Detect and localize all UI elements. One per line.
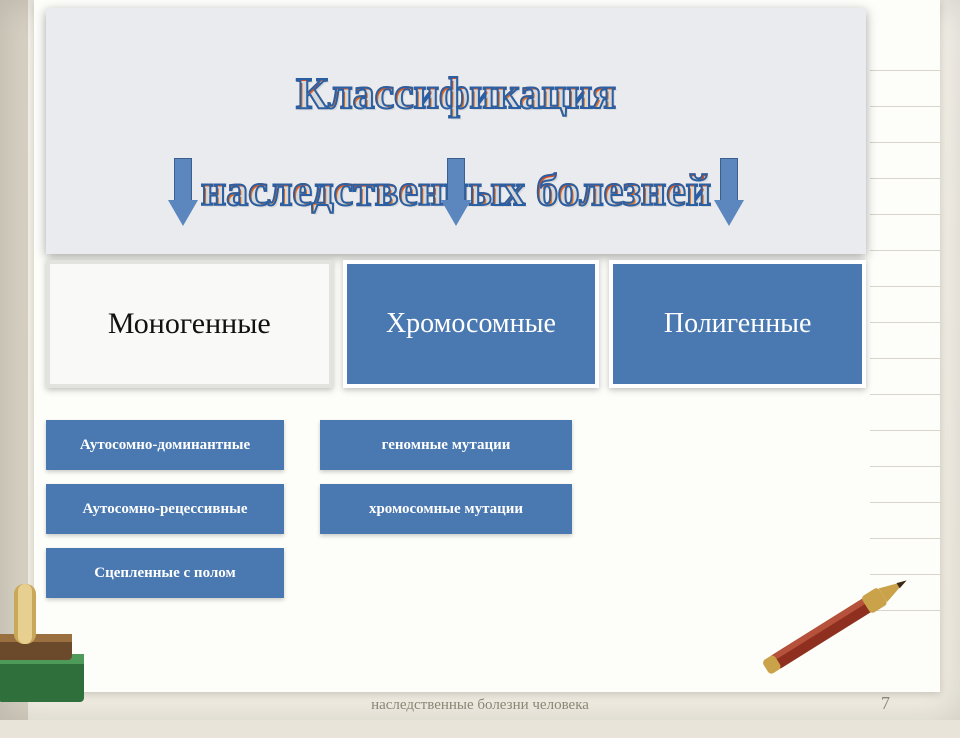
arrow-row (46, 158, 866, 238)
subgroup-box: Сцепленные с полом (46, 548, 284, 598)
title-card: Классификация наследственных болезней (46, 8, 866, 254)
down-arrow-icon (168, 158, 198, 230)
subgroup-column-mid: геномные мутации хромосомные мутации (320, 420, 572, 534)
category-box: Моногенные (46, 260, 333, 388)
subgroup-box: хромосомные мутации (320, 484, 572, 534)
category-box: Хромосомные (343, 260, 600, 388)
category-box: Полигенные (609, 260, 866, 388)
category-row: Моногенные Хромосомные Полигенные (46, 260, 866, 388)
title-line-1: Классификация (296, 69, 616, 118)
subgroup-box: Аутосомно-рецессивные (46, 484, 284, 534)
footer-caption: наследственные болезни человека (0, 697, 960, 714)
down-arrow-icon (441, 158, 471, 230)
subgroup-column-left: Аутосомно-доминантные Аутосомно-рецессив… (46, 420, 284, 598)
ruled-lines (870, 70, 940, 632)
page-number: 7 (881, 693, 890, 714)
subgroup-box: Аутосомно-доминантные (46, 420, 284, 470)
subgroup-box: геномные мутации (320, 420, 572, 470)
down-arrow-icon (714, 158, 744, 230)
